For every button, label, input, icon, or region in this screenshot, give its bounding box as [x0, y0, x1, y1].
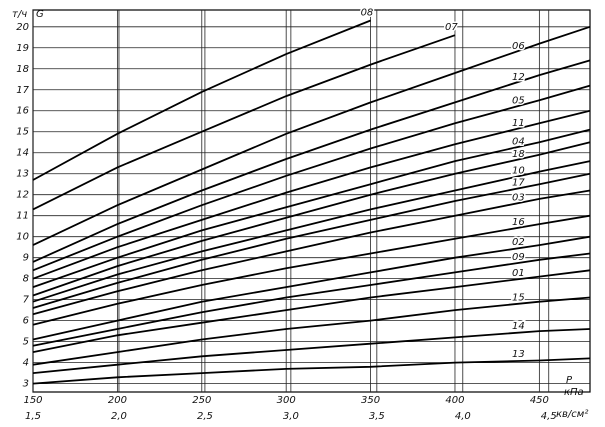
y-tick-label: 12 — [16, 190, 29, 201]
x-tick-label: 200 — [108, 395, 127, 406]
curve — [32, 160, 591, 303]
curve — [32, 269, 591, 353]
y-tick-label: 5 — [23, 337, 29, 348]
x2-tick-label: 4,0 — [455, 411, 471, 422]
curve — [32, 214, 591, 326]
y-label: G — [36, 9, 44, 20]
series-label: 04 — [512, 136, 525, 147]
series-label: 02 — [512, 237, 525, 248]
curve — [32, 172, 591, 309]
series-label: 11 — [512, 118, 525, 129]
x-tick-label: 300 — [277, 395, 296, 406]
series-label: 08 — [361, 7, 374, 18]
x-tick-label: 450 — [530, 395, 549, 406]
curve — [32, 328, 591, 374]
x2-tick-label: 3,0 — [283, 411, 299, 422]
series-label: 18 — [512, 149, 525, 160]
series-label: 03 — [512, 192, 525, 203]
curve — [32, 252, 591, 347]
y-tick-label: 20 — [16, 22, 29, 33]
series-label: 12 — [512, 72, 525, 83]
series-label: 06 — [512, 41, 525, 52]
x-tick-label: 350 — [361, 395, 380, 406]
y-tick-label: 3 — [23, 379, 29, 390]
curve — [32, 25, 591, 246]
series-label: 15 — [512, 292, 525, 303]
curve — [32, 84, 591, 272]
series-label: 05 — [512, 96, 525, 107]
curve — [32, 59, 591, 263]
y-tick-label: 14 — [16, 148, 29, 159]
x2-tick-label: 4,5 — [541, 411, 557, 422]
y-tick-label: 9 — [23, 253, 29, 264]
series-label: 07 — [445, 22, 458, 33]
y-tick-label: 11 — [16, 211, 29, 222]
series-label: 13 — [512, 349, 525, 360]
y-tick-label: 10 — [16, 232, 29, 243]
series-label: 09 — [512, 252, 525, 263]
series-label: 16 — [512, 217, 525, 228]
x2-tick-label: 1,5 — [25, 411, 41, 422]
y-tick-label: 16 — [16, 106, 29, 117]
y-tick-label: 17 — [16, 85, 29, 96]
y-tick-label: 8 — [23, 274, 29, 285]
y-tick-label: 7 — [23, 295, 30, 306]
series-label: 14 — [512, 321, 525, 332]
x-label: P — [566, 375, 573, 386]
y-tick-label: 19 — [16, 43, 29, 54]
y-tick-label: 4 — [23, 358, 29, 369]
curve — [32, 141, 591, 297]
curve — [32, 357, 591, 385]
series-label: 17 — [512, 178, 525, 189]
y-unit: т/ч — [12, 9, 27, 20]
y-tick-label: 13 — [16, 169, 29, 180]
y-tick-label: 18 — [16, 64, 29, 75]
curve — [32, 19, 371, 181]
x-tick-label: 400 — [445, 395, 464, 406]
curve — [32, 189, 591, 316]
y-tick-label: 15 — [16, 127, 29, 138]
curve — [32, 128, 591, 288]
x2-tick-label: 2,0 — [111, 411, 127, 422]
curve — [32, 34, 456, 211]
series-label: 10 — [512, 166, 525, 177]
x2-tick-label: 2,5 — [197, 411, 213, 422]
curve — [32, 296, 591, 366]
x-tick-label: 250 — [192, 395, 211, 406]
y-tick-label: 6 — [23, 316, 29, 327]
x2-unit: кв/см² — [556, 409, 588, 420]
curve — [32, 109, 591, 280]
curve — [32, 235, 591, 341]
x2-tick-label: 3,5 — [369, 411, 385, 422]
series-label: 01 — [512, 268, 525, 279]
x-tick-label: 150 — [23, 395, 42, 406]
